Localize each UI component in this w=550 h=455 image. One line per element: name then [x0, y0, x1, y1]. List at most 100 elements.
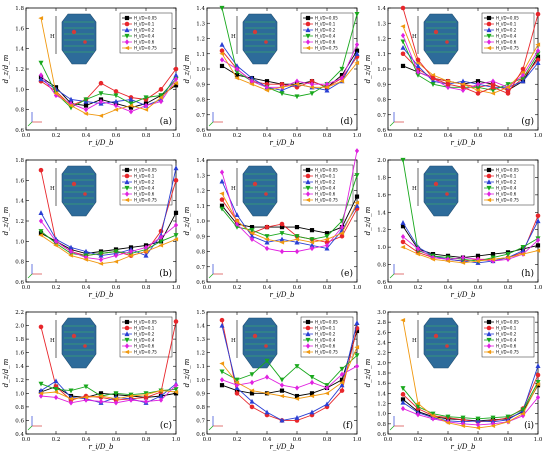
data-point	[53, 92, 59, 99]
data-point	[460, 85, 466, 90]
series-line	[40, 220, 177, 261]
data-point	[158, 393, 164, 399]
data-point	[445, 81, 451, 87]
x-axis-label: r_i/D_b	[269, 291, 295, 299]
chart-panel: 0.6 0.7 0.8 0.9 1.0 1.1 1.2 1.3 1.4 0.0 0.2 0.4 0.6 0…	[183, 148, 362, 299]
data-point	[294, 396, 300, 401]
x-tick-label: 0.4	[263, 285, 272, 291]
data-point	[400, 51, 406, 57]
legend-label: H_i/D=0.05	[134, 16, 157, 21]
data-point	[219, 63, 225, 69]
data-point	[98, 256, 104, 263]
data-point	[354, 48, 360, 53]
legend-marker	[124, 167, 130, 173]
data-point	[68, 103, 74, 108]
data-point	[354, 363, 360, 369]
x-tick-label: 0.0	[384, 133, 393, 139]
chart-panel: 0.6 0.8 1.0 1.2 1.4 1.6 1.8 2.0 0.0 0.2 0.4 0.6 0.8 1…	[364, 157, 543, 299]
y-tick-label: 1.3	[196, 21, 205, 27]
series-line	[402, 397, 539, 426]
x-axis-label: r_i/D_b	[269, 139, 295, 147]
y-axis-label: d_z/d_m	[364, 54, 372, 83]
data-point	[249, 228, 255, 233]
y-tick-label: 1.2	[377, 37, 386, 43]
y-tick-label: 1.2	[377, 402, 386, 408]
panel-tag: (c)	[160, 420, 172, 431]
axis-glyph-y	[389, 425, 395, 431]
data-point	[234, 218, 240, 224]
legend-marker	[124, 185, 130, 191]
data-point	[520, 78, 526, 84]
y-tick-label: 1.6	[377, 193, 386, 199]
y-tick-label: 0.8	[377, 422, 386, 428]
axis-glyph-y	[389, 121, 395, 127]
y-tick-label: 0.9	[377, 82, 386, 88]
y-axis-label: d_z/d_m	[183, 206, 191, 235]
legend-label: H_i/D=0.2	[134, 180, 155, 185]
data-point	[279, 225, 285, 230]
axis-glyph-y	[208, 425, 214, 431]
data-point	[324, 385, 330, 391]
data-point	[294, 234, 300, 239]
data-point	[279, 393, 285, 399]
data-point	[400, 39, 406, 45]
data-point	[324, 85, 330, 90]
data-point	[535, 363, 541, 368]
data-point	[445, 258, 451, 264]
data-point	[53, 243, 59, 248]
series-line	[40, 230, 177, 257]
data-point	[535, 372, 541, 378]
silo-particle	[433, 333, 439, 339]
data-point	[68, 244, 74, 250]
legend-marker	[124, 27, 130, 33]
data-point	[294, 78, 300, 84]
x-tick-label: 1.0	[353, 133, 362, 139]
legend-label: H_i/D=0.1	[315, 326, 336, 331]
x-axis-label: r_i/D_b	[88, 291, 114, 299]
x-tick-label: 0.2	[233, 133, 242, 139]
legend-label: H_i/D=0.1	[134, 326, 155, 331]
data-point	[415, 57, 421, 63]
data-point	[294, 415, 300, 420]
y-tick-label: 1.0	[196, 378, 205, 384]
x-tick-label: 0.6	[293, 285, 302, 291]
y-tick-label: 1.6	[15, 351, 24, 357]
y-tick-label: 2.0	[377, 361, 386, 367]
legend-marker	[486, 179, 492, 185]
height-marker: H	[412, 186, 417, 192]
data-point	[354, 148, 360, 154]
y-tick-label: 1.0	[377, 67, 386, 73]
y-tick-label: 1.1	[196, 364, 205, 370]
series-line	[221, 355, 358, 386]
data-point	[400, 392, 406, 397]
data-point	[279, 85, 285, 90]
y-axis-label: d_z/d_m	[2, 206, 10, 235]
legend-marker	[305, 191, 311, 197]
data-point	[264, 237, 270, 242]
data-point	[219, 178, 225, 184]
legend-label: H_i/D=0.4	[134, 34, 155, 39]
x-tick-label: 0.8	[504, 437, 513, 443]
legend-marker	[305, 167, 311, 173]
x-tick-label: 0.8	[142, 133, 151, 139]
data-point	[309, 81, 315, 87]
data-point	[38, 218, 44, 224]
x-tick-label: 0.2	[52, 437, 61, 443]
x-tick-label: 0.4	[263, 133, 272, 139]
data-point	[38, 324, 44, 330]
legend-label: H_i/D=0.6	[134, 344, 155, 349]
x-tick-label: 0.0	[203, 285, 212, 291]
legend-marker	[305, 319, 311, 325]
data-point	[445, 414, 451, 420]
y-tick-label: 1.0	[15, 391, 24, 397]
x-tick-label: 1.0	[534, 133, 543, 139]
data-point	[505, 252, 511, 257]
data-point	[38, 391, 44, 396]
panel-tag: (i)	[524, 420, 534, 431]
data-point	[128, 109, 134, 115]
data-point	[143, 95, 149, 101]
x-tick-label: 1.0	[353, 437, 362, 443]
legend-label: H_i/D=0.05	[496, 16, 519, 21]
data-point	[113, 400, 119, 406]
data-point	[249, 78, 255, 84]
